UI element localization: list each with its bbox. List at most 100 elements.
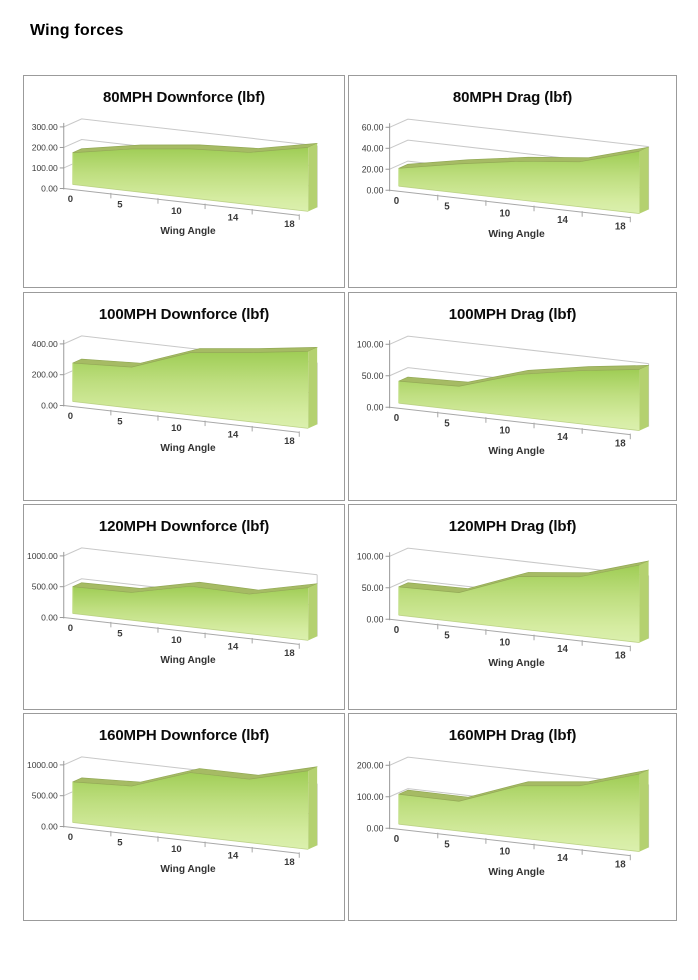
chart-title: 120MPH Downforce (lbf) (98, 518, 270, 535)
x-tick-label: 14 (557, 853, 568, 864)
chart-title: 80MPH Downforce (lbf) (102, 89, 266, 106)
area-series (398, 560, 649, 644)
area-chart-3d: 0.00 100.00 200.00 0 5 10 14 18 Wing Angle (357, 756, 650, 878)
y-tick-label: 1000.00 (27, 760, 58, 770)
chart-box: 120MPH Drag (lbf) 0.00 50.00 100.00 0 5 10 14 18… (348, 504, 677, 710)
chart-title: 120MPH Drag (lbf) (448, 518, 577, 535)
y-tick-label: 200.00 (32, 370, 58, 380)
y-tick-label: 100.00 (357, 339, 384, 349)
x-tick-label: 5 (444, 419, 450, 430)
chart-box: 120MPH Downforce (lbf) 0.00 500.00 1000.00 0… (23, 504, 345, 710)
x-axis-labels: 0 5 10 14 18 Wing Angle (68, 411, 295, 454)
x-tick-label: 5 (444, 202, 450, 213)
chart-title: 80MPH Drag (lbf) (452, 89, 573, 106)
area-series (72, 347, 318, 429)
chart-box: 160MPH Drag (lbf) 0.00 100.00 200.00 0 5 10 14 1… (348, 713, 677, 921)
chart-title: 160MPH Drag (lbf) (448, 727, 577, 744)
area-chart-3d: 0.00 50.00 100.00 0 5 10 14 18 Wing Angle (357, 547, 650, 669)
x-tick-label: 18 (284, 436, 295, 447)
area-chart-3d: 0.00 200.00 400.00 0 5 10 14 18 Wing Angle (32, 335, 318, 454)
y-tick-label: 50.00 (362, 371, 384, 381)
x-axis (389, 618, 631, 652)
x-tick-label: 18 (615, 651, 626, 662)
x-tick-label: 10 (171, 635, 182, 646)
x-axis (63, 617, 300, 649)
x-tick-label: 0 (394, 625, 400, 636)
x-tick-label: 5 (117, 838, 123, 849)
area-series (72, 766, 318, 850)
y-tick-label: 200.00 (357, 760, 384, 770)
x-tick-label: 0 (68, 194, 73, 205)
x-tick-label: 14 (228, 850, 239, 861)
x-tick-label: 18 (284, 857, 295, 868)
y-tick-label: 200.00 (32, 142, 58, 152)
x-axis-labels: 0 5 10 14 18 Wing Angle (394, 834, 627, 878)
x-tick-label: 5 (444, 840, 450, 851)
x-tick-label: 18 (615, 439, 626, 450)
x-axis (389, 189, 631, 223)
y-tick-label: 400.00 (32, 339, 58, 349)
x-tick-label: 10 (499, 846, 510, 857)
x-tick-label: 10 (499, 637, 510, 648)
chart-box: 160MPH Downforce (lbf) 0.00 500.00 1000.00 0… (23, 713, 345, 921)
x-axis-title: Wing Angle (160, 655, 216, 666)
x-axis (389, 827, 631, 861)
area-series (398, 146, 649, 215)
area-chart-3d: 0.00 50.00 100.00 0 5 10 14 18 Wing Angle (357, 335, 650, 457)
y-tick-label: 40.00 (362, 143, 384, 153)
x-tick-label: 5 (117, 417, 123, 428)
y-tick-label: 0.00 (41, 821, 58, 831)
chart-box: 100MPH Drag (lbf) 0.00 50.00 100.00 0 5 10 14 18… (348, 292, 677, 501)
x-tick-label: 18 (284, 219, 295, 230)
y-tick-label: 0.00 (367, 402, 384, 412)
x-tick-label: 5 (117, 629, 123, 640)
x-axis-labels: 0 5 10 14 18 Wing Angle (68, 194, 295, 237)
y-tick-label: 300.00 (32, 122, 58, 132)
chart-box: 80MPH Downforce (lbf) 0.00 100.00 200.00 300… (23, 75, 345, 288)
x-tick-label: 14 (228, 429, 239, 440)
area-chart-3d: 0.00 500.00 1000.00 0 5 10 14 18 Wing Angle (27, 756, 318, 875)
x-tick-label: 18 (615, 222, 626, 233)
y-tick-label: 0.00 (41, 612, 58, 622)
x-tick-label: 10 (171, 423, 182, 434)
y-axis: 0.00 20.00 40.00 60.00 (362, 122, 391, 195)
y-tick-label: 0.00 (41, 400, 58, 410)
chart-box: 100MPH Downforce (lbf) 0.00 200.00 400.00 0 5… (23, 292, 345, 501)
y-axis: 0.00 100.00 200.00 (357, 760, 391, 833)
x-axis-labels: 0 5 10 14 18 Wing Angle (68, 832, 295, 875)
x-tick-label: 0 (394, 196, 400, 207)
x-tick-label: 5 (444, 631, 450, 642)
x-tick-label: 10 (171, 844, 182, 855)
x-tick-label: 0 (68, 411, 73, 422)
y-tick-label: 1000.00 (27, 551, 58, 561)
x-tick-label: 18 (284, 648, 295, 659)
y-tick-label: 0.00 (367, 823, 384, 833)
x-axis (63, 188, 300, 220)
area-chart-3d: 0.00 100.00 200.00 300.00 0 5 10 14 18 Wing Angle (32, 118, 318, 237)
y-tick-label: 500.00 (32, 791, 58, 801)
y-tick-label: 100.00 (32, 163, 58, 173)
x-axis-labels: 0 5 10 14 18 Wing Angle (68, 623, 295, 666)
area-chart-3d: 0.00 500.00 1000.00 0 5 10 14 18 Wing Angle (27, 547, 318, 666)
x-axis-title: Wing Angle (488, 229, 545, 240)
x-axis-title: Wing Angle (160, 443, 216, 454)
y-axis: 0.00 500.00 1000.00 (27, 551, 65, 622)
chart-title: 100MPH Drag (lbf) (448, 306, 577, 323)
x-tick-label: 18 (615, 860, 626, 871)
x-axis (63, 826, 300, 858)
x-axis-labels: 0 5 10 14 18 Wing Angle (394, 625, 627, 669)
x-tick-label: 0 (68, 832, 73, 843)
y-tick-label: 50.00 (362, 583, 384, 593)
y-axis: 0.00 50.00 100.00 (357, 551, 391, 624)
page-title: Wing forces (30, 22, 124, 39)
y-tick-label: 0.00 (367, 185, 384, 195)
y-tick-label: 60.00 (362, 122, 384, 132)
x-tick-label: 10 (499, 425, 510, 436)
y-tick-label: 100.00 (357, 792, 384, 802)
y-axis: 0.00 50.00 100.00 (357, 339, 391, 412)
x-axis-title: Wing Angle (488, 867, 545, 878)
x-tick-label: 14 (557, 644, 568, 655)
chart-title: 100MPH Downforce (lbf) (98, 306, 270, 323)
chart-box: 80MPH Drag (lbf) 0.00 20.00 40.00 60.00 0 5 10 1… (348, 75, 677, 288)
